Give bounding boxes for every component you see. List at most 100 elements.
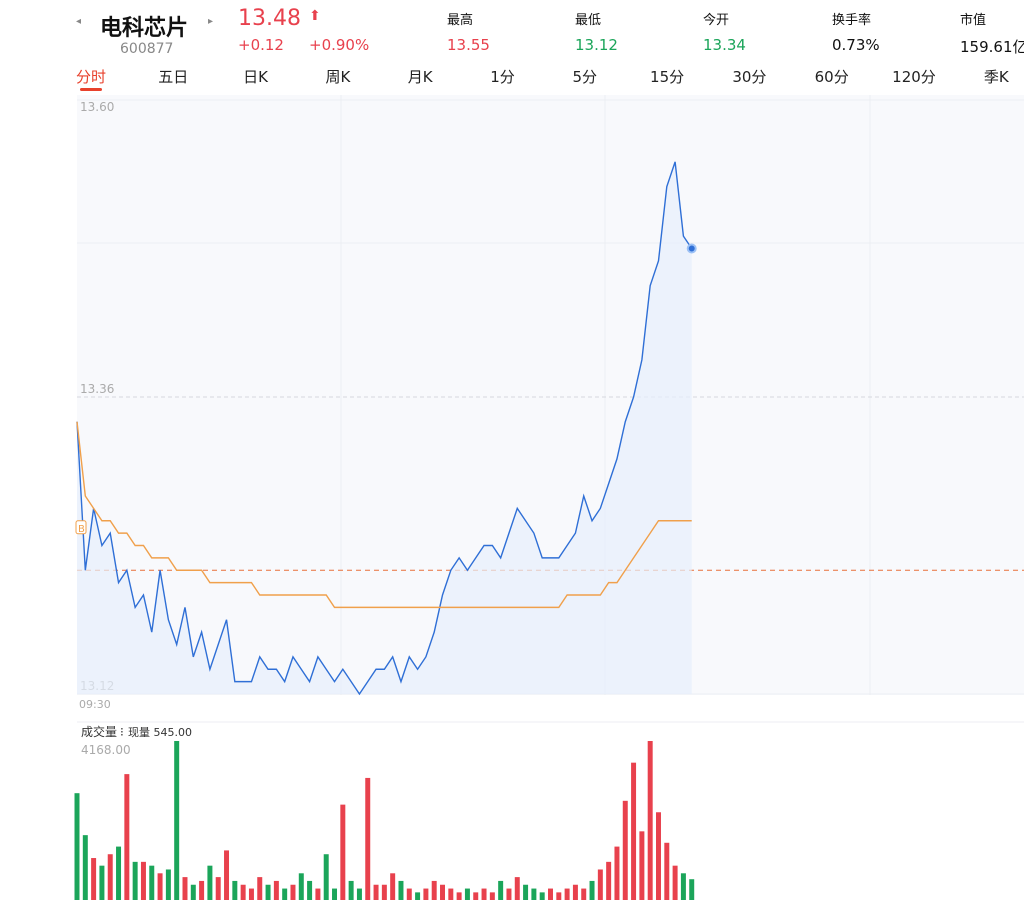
volume-bar: [290, 884, 296, 900]
volume-bar: [174, 741, 180, 900]
volume-bar: [556, 892, 562, 900]
volume-bar: [606, 861, 612, 900]
prev-arrow[interactable]: ◂: [76, 16, 82, 27]
stat-label: 最高: [447, 13, 474, 28]
volume-bar: [415, 892, 421, 900]
volume-bar: [548, 888, 553, 900]
volume-bar: [581, 888, 587, 900]
average-line: [76, 421, 692, 609]
change-pct: +0.90%: [309, 36, 370, 54]
stat-value: 13.12: [575, 36, 618, 54]
price-line: [76, 161, 693, 696]
volume-bar: [481, 888, 487, 900]
volume-bar: [539, 892, 545, 900]
volume-bar: [298, 873, 304, 900]
next-arrow[interactable]: ▸: [208, 16, 214, 27]
volume-bar: [506, 888, 512, 900]
tab[interactable]: 120分: [892, 68, 936, 86]
tab[interactable]: 季K: [983, 68, 1009, 86]
volume-bar: [157, 873, 163, 900]
volume-bar: [514, 877, 520, 900]
volume-tick-label: 4168.00: [81, 743, 131, 757]
price: 13.48: [238, 6, 301, 31]
tab[interactable]: 5分: [572, 68, 598, 86]
stat-value: 13.34: [703, 36, 746, 54]
price-area: [77, 161, 692, 694]
volume-bar: [248, 888, 254, 900]
volume-bar: [448, 888, 454, 900]
volume-bar: [240, 884, 246, 900]
stock-name: 电科芯片: [100, 16, 189, 41]
volume-bar: [215, 877, 221, 900]
volume-bar: [572, 884, 578, 900]
volume-bar: [315, 888, 321, 900]
volume-bar: [680, 873, 686, 900]
stock-code: 600877: [120, 41, 174, 57]
volume-bar: [199, 880, 205, 900]
volume-title: 成交量: [81, 724, 117, 739]
volume-bar: [224, 850, 230, 900]
stat-label: 最低: [575, 13, 602, 28]
volume-bar: [456, 892, 462, 900]
tab[interactable]: 15分: [650, 68, 685, 86]
volume-bar: [356, 888, 362, 900]
volume-bar: [523, 884, 529, 900]
volume-bar: [323, 854, 329, 900]
volume-bar: [406, 888, 412, 900]
tab[interactable]: 周K: [325, 68, 351, 86]
stat-value: 0.73%: [832, 36, 880, 54]
tab[interactable]: 60分: [814, 68, 849, 86]
volume-bar: [165, 869, 171, 900]
volume-bar: [431, 880, 437, 900]
stat-value: 13.55: [447, 36, 490, 54]
volume-bar: [614, 846, 620, 900]
y-tick-label: 13.36: [80, 382, 114, 396]
x-tick-label: 09:30: [79, 698, 111, 711]
volume-bar: [91, 858, 97, 900]
volume-bar: [531, 888, 537, 900]
stat-label: 市值: [960, 13, 987, 28]
volume-bar: [664, 842, 670, 900]
volume-bar: [140, 861, 146, 900]
volume-sep: ⁝: [120, 725, 124, 739]
volume-bar: [124, 774, 130, 900]
volume-bar: [631, 762, 637, 900]
tab[interactable]: 1分: [490, 68, 515, 86]
volume-bar: [307, 880, 313, 900]
volume-bar: [107, 854, 113, 900]
tab[interactable]: 分时: [75, 68, 106, 86]
volume-bar: [232, 880, 238, 900]
marker-bg: [75, 520, 87, 535]
tab[interactable]: 日K: [243, 68, 269, 86]
volume-bar: [597, 869, 603, 900]
volume-bar: [149, 865, 155, 900]
volume-bar: [498, 880, 504, 900]
volume-bar: [473, 892, 479, 900]
volume-bar: [672, 865, 678, 900]
volume-bar: [207, 865, 213, 900]
last-point: [686, 243, 697, 254]
stat-label: 今开: [703, 13, 730, 28]
volume-current: 现量 545.00: [128, 726, 192, 739]
volume-bar: [116, 846, 122, 900]
tab[interactable]: 五日: [158, 68, 189, 86]
volume-bar: [332, 888, 338, 900]
volume-bar: [390, 873, 396, 900]
volume-bar: [132, 861, 138, 900]
tab[interactable]: 30分: [732, 68, 767, 86]
volume-bar: [589, 880, 595, 900]
volume-bar: [265, 884, 271, 900]
volume-bar: [257, 877, 263, 900]
volume-bar: [489, 892, 495, 900]
change: +0.12: [238, 36, 284, 54]
tab-underline: [80, 88, 102, 91]
stat-label: 换手率: [832, 13, 872, 28]
volume-bar: [99, 865, 105, 900]
volume-bar: [82, 835, 88, 900]
tab[interactable]: 月K: [407, 68, 433, 86]
stat-value: 159.61亿: [960, 38, 1024, 56]
volume-bar: [639, 831, 645, 900]
volume-bar: [647, 741, 653, 900]
volume-bar: [74, 793, 80, 900]
